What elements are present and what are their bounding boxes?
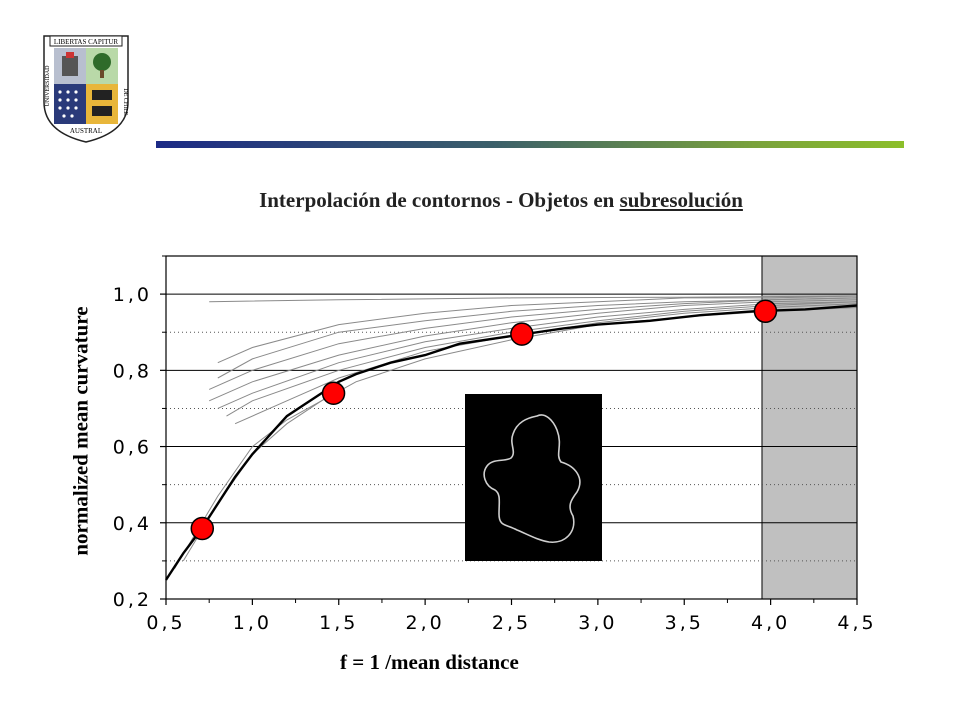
highlight-point-3 bbox=[510, 322, 534, 346]
x-tick-label: 1,5 bbox=[319, 612, 358, 634]
y-tick-label: 0,8 bbox=[113, 360, 152, 382]
university-crest: LIBERTAS CAPITUR UNIVERSIDAD AUSTRAL DE … bbox=[43, 35, 129, 143]
x-tick-label: 1,0 bbox=[233, 612, 272, 634]
y-tick-label: 0,6 bbox=[113, 437, 152, 459]
header-gradient-rule bbox=[156, 141, 904, 148]
highlight-point-1 bbox=[190, 516, 215, 541]
x-tick-label: 3,0 bbox=[578, 612, 617, 634]
gray-series-line-6 bbox=[217, 295, 858, 364]
gray-series-line-1 bbox=[208, 297, 858, 390]
slide-title: Interpolación de contornos - Objetos en … bbox=[0, 188, 960, 213]
gray-series-line-10 bbox=[174, 388, 340, 569]
gray-series-line-8 bbox=[209, 295, 858, 303]
y-tick-label: 1,0 bbox=[113, 284, 152, 306]
x-axis-label: f = 1 /mean distance bbox=[340, 650, 519, 674]
title-underlined: subresolución bbox=[619, 188, 743, 212]
title-prefix: Interpolación de contornos - Objetos en bbox=[259, 188, 620, 212]
gray-series-line-7 bbox=[217, 297, 858, 379]
highlight-point-2 bbox=[321, 381, 346, 405]
contour-inset-image bbox=[465, 394, 602, 561]
svg-text:DE CHILE: DE CHILE bbox=[122, 88, 128, 115]
y-tick-label: 0,4 bbox=[113, 513, 152, 535]
contour-shape bbox=[483, 414, 581, 543]
svg-text:AUSTRAL: AUSTRAL bbox=[70, 127, 102, 135]
x-tick-label: 2,5 bbox=[492, 612, 531, 634]
main-series-line bbox=[164, 304, 858, 581]
x-tick-label: 3,5 bbox=[665, 612, 704, 634]
x-tick-label: 4,5 bbox=[837, 612, 876, 634]
svg-text:LIBERTAS CAPITUR: LIBERTAS CAPITUR bbox=[54, 38, 118, 46]
shaded-region bbox=[761, 256, 857, 599]
gray-series-line-3 bbox=[217, 301, 858, 409]
y-tick-label: 0,2 bbox=[113, 589, 152, 611]
x-tick-label: 2,0 bbox=[406, 612, 445, 634]
highlight-point-4 bbox=[753, 299, 778, 324]
gray-series-line-2 bbox=[208, 299, 858, 402]
x-tick-label: 0,5 bbox=[146, 612, 185, 634]
x-tick-label: 4,0 bbox=[751, 612, 790, 634]
svg-text:UNIVERSIDAD: UNIVERSIDAD bbox=[45, 65, 51, 107]
